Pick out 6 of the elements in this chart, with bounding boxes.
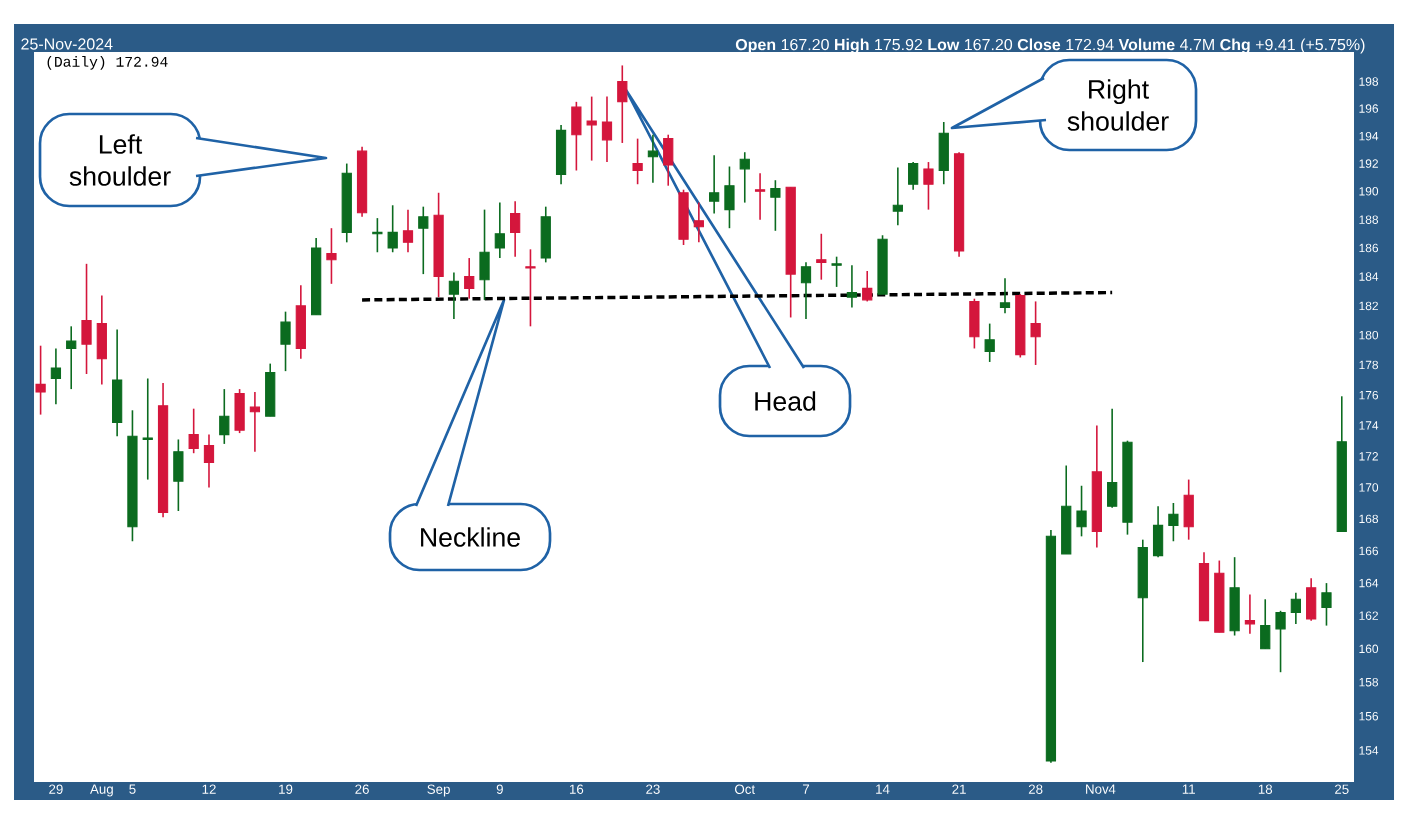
annotation: Head bbox=[755, 391, 816, 411]
chart-title: 25-Nov-2024 bbox=[21, 38, 113, 50]
annotation: Right shoulder bbox=[1067, 79, 1169, 131]
annotation: Neckline bbox=[421, 527, 520, 547]
annotation: Left shoulder bbox=[69, 134, 171, 186]
text: Open 167.20 High 175.92 Low 167.20 Close 172.94 Volume 4.7M Chg +9.41 (+5.75%) bbox=[735, 38, 1365, 54]
